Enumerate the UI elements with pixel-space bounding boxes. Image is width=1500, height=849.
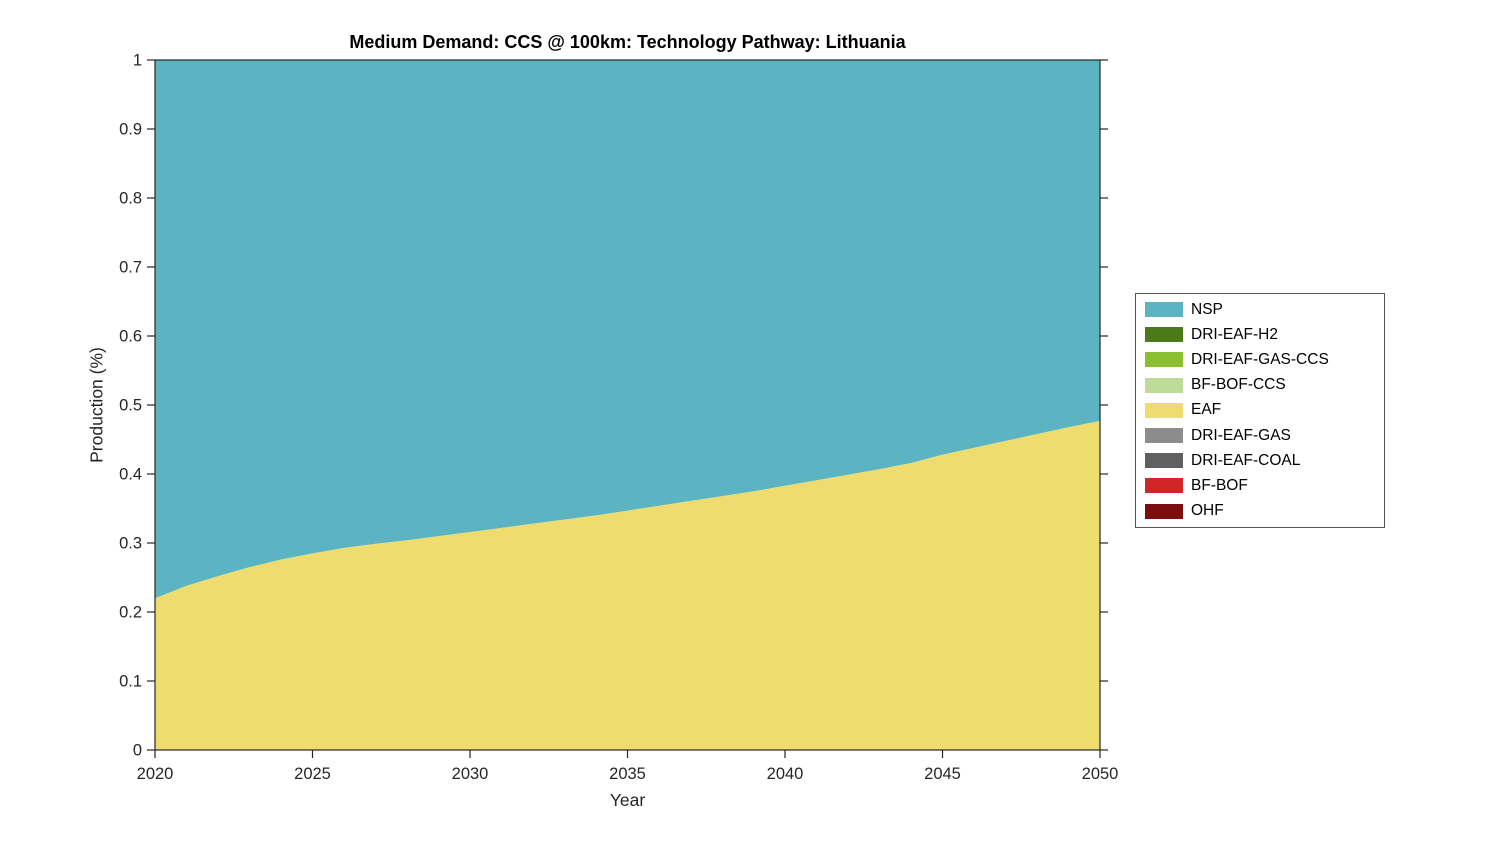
legend-item-bf-bof: BF-BOF [1136, 473, 1384, 498]
legend-swatch [1145, 302, 1183, 318]
legend-swatch [1145, 352, 1183, 368]
y-tick-label: 0.3 [119, 535, 142, 553]
legend-label: NSP [1191, 300, 1223, 318]
legend-item-ohf: OHF [1136, 499, 1384, 524]
legend-label: EAF [1191, 401, 1222, 419]
legend-item-nsp: NSP [1136, 297, 1384, 322]
legend-swatch [1145, 402, 1183, 418]
x-tick-label: 2025 [294, 765, 331, 783]
legend-label: DRI-EAF-GAS-CCS [1191, 350, 1329, 368]
legend-swatch [1145, 377, 1183, 393]
legend-item-eaf: EAF [1136, 398, 1384, 423]
legend: NSP DRI-EAF-H2 DRI-EAF-GAS-CCS BF-BOF-CCS EA… [1135, 293, 1385, 528]
legend-label: OHF [1191, 502, 1224, 520]
x-tick-label: 2040 [767, 765, 804, 783]
area-series-nsp [155, 60, 1100, 599]
area-series-eaf [155, 420, 1100, 750]
y-tick-label: 0 [133, 742, 142, 760]
x-tick-label: 2030 [452, 765, 489, 783]
legend-label: BF-BOF-CCS [1191, 376, 1286, 394]
legend-item-dri-eaf-coal: DRI-EAF-COAL [1136, 448, 1384, 473]
legend-item-dri-eaf-h2: DRI-EAF-H2 [1136, 322, 1384, 347]
legend-label: DRI-EAF-GAS [1191, 426, 1291, 444]
legend-swatch [1145, 327, 1183, 343]
y-tick-label: 0.6 [119, 328, 142, 346]
chart-title: Medium Demand: CCS @ 100km: Technology P… [349, 32, 906, 52]
legend-swatch [1145, 428, 1183, 444]
y-axis-label: Production (%) [86, 347, 107, 463]
y-tick-label: 0.7 [119, 259, 142, 277]
y-tick-label: 0.2 [119, 604, 142, 622]
y-tick-label: 0.9 [119, 121, 142, 139]
y-tick-label: 1 [133, 52, 142, 70]
y-tick-label: 0.4 [119, 466, 142, 484]
y-tick-label: 0.1 [119, 673, 142, 691]
legend-label: DRI-EAF-H2 [1191, 325, 1278, 343]
legend-item-dri-eaf-gas: DRI-EAF-GAS [1136, 423, 1384, 448]
legend-swatch [1145, 478, 1183, 494]
legend-swatch [1145, 453, 1183, 469]
legend-item-bf-bof-ccs: BF-BOF-CCS [1136, 373, 1384, 398]
x-tick-label: 2045 [924, 765, 961, 783]
y-tick-label: 0.8 [119, 190, 142, 208]
legend-item-dri-eaf-gas-ccs: DRI-EAF-GAS-CCS [1136, 347, 1384, 372]
y-tick-label: 0.5 [119, 397, 142, 415]
x-tick-label: 2020 [137, 765, 174, 783]
legend-label: DRI-EAF-COAL [1191, 451, 1301, 469]
x-axis-label: Year [609, 790, 646, 810]
x-tick-label: 2050 [1082, 765, 1119, 783]
x-tick-label: 2035 [609, 765, 646, 783]
legend-swatch [1145, 503, 1183, 519]
legend-label: BF-BOF [1191, 476, 1248, 494]
